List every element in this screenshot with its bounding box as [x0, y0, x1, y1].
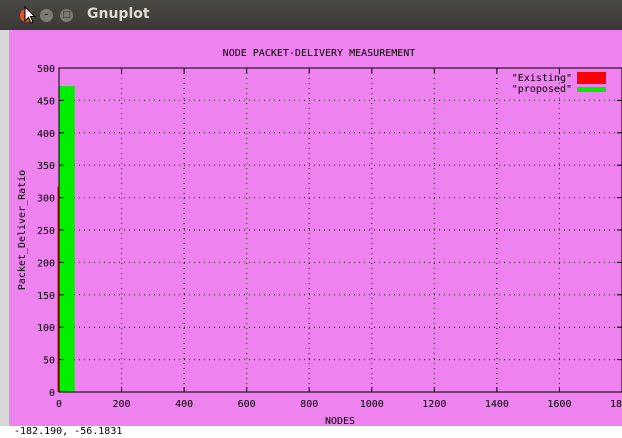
legend: "Existing""proposed"	[512, 72, 606, 95]
y-tick-label: 0	[49, 388, 55, 399]
y-axis-label: Packet_Deliver_Ratio	[17, 170, 28, 290]
status-bar: -182.190, -56.1831	[0, 426, 622, 438]
x-tick-label: 0	[56, 399, 62, 410]
bars	[57, 86, 75, 393]
y-axis: 0 50 100 150 200 250 300 350 400 450 500	[37, 64, 622, 399]
x-tick-label: 800	[300, 399, 318, 410]
chart-title: NODE PACKET-DELIVERY MEASUREMENT	[223, 48, 416, 59]
y-tick-label: 250	[37, 226, 55, 237]
mouse-cursor-icon	[24, 6, 36, 24]
y-tick-label: 150	[37, 291, 55, 302]
bar-proposed	[59, 86, 75, 393]
x-tick-label: 180	[610, 399, 622, 410]
y-tick-label: 500	[37, 64, 55, 75]
legend-swatch	[577, 87, 606, 92]
y-tick-label: 400	[37, 129, 55, 140]
plot-border	[58, 67, 622, 393]
legend-label: "proposed"	[512, 84, 572, 95]
x-tick-label: 1200	[422, 399, 446, 410]
minimize-icon[interactable]: –	[40, 9, 53, 22]
x-axis-label: NODES	[325, 416, 355, 426]
y-tick-label: 50	[43, 356, 55, 367]
legend-label: "Existing"	[512, 73, 572, 84]
y-tick-label: 450	[37, 96, 55, 107]
y-tick-label: 350	[37, 161, 55, 172]
x-tick-label: 200	[113, 399, 131, 410]
x-tick-label: 1400	[485, 399, 509, 410]
y-tick-label: 200	[37, 258, 55, 269]
plot-canvas[interactable]: NODE PACKET-DELIVERY MEASUREMENT 0 50 100 1…	[9, 30, 622, 427]
legend-swatch	[577, 72, 606, 84]
window-title: Gnuplot	[87, 6, 150, 22]
cursor-coordinates: -182.190, -56.1831	[14, 426, 123, 437]
title-bar[interactable]: × – □ Gnuplot	[0, 0, 622, 30]
bar-existing	[57, 186, 59, 392]
y-tick-label: 100	[37, 323, 55, 334]
x-axis: 0 200 400 600 800 1000 1200 1400 1600 180	[56, 68, 622, 410]
x-tick-label: 1000	[360, 399, 384, 410]
x-tick-label: 400	[175, 399, 193, 410]
y-tick-label: 300	[37, 194, 55, 205]
x-tick-label: 1600	[547, 399, 571, 410]
chart: NODE PACKET-DELIVERY MEASUREMENT 0 50 100 1…	[17, 48, 622, 427]
grid	[59, 68, 622, 392]
maximize-icon[interactable]: □	[60, 9, 73, 22]
x-tick-label: 600	[238, 399, 256, 410]
